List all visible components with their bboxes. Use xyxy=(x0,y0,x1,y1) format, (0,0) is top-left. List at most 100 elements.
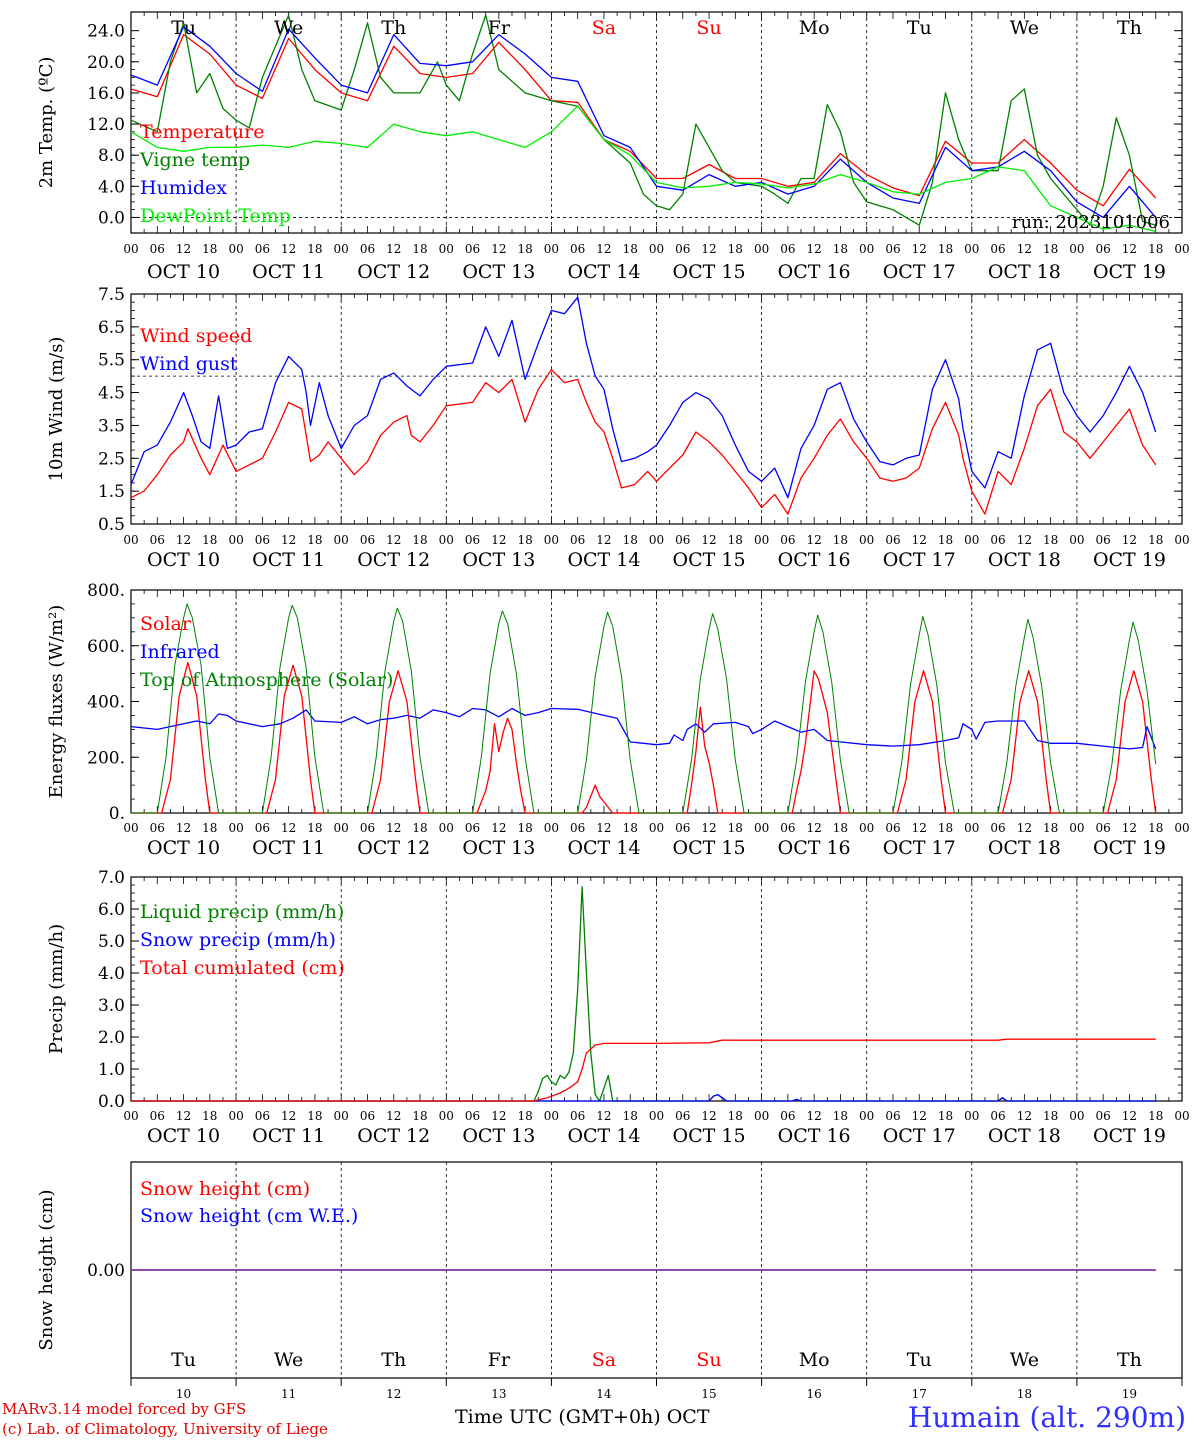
day-number-label: 10 xyxy=(176,1387,191,1401)
wind-y-tick-label: 3.5 xyxy=(98,416,125,436)
flux-hour-label: 00 xyxy=(754,821,769,835)
flux-hour-label: 12 xyxy=(701,821,716,835)
wind-hour-label: 18 xyxy=(202,533,217,547)
wind-y-tick-label: 6.5 xyxy=(98,318,125,338)
precip-legend-entry: Snow precip (mm/h) xyxy=(140,929,336,951)
day-number-label: 14 xyxy=(596,1387,612,1401)
flux-hour-label: 00 xyxy=(964,821,979,835)
wind-date-label: OCT 19 xyxy=(1093,549,1166,571)
wind-hour-label: 12 xyxy=(701,533,716,547)
weekday-label-top: Fr xyxy=(488,17,511,39)
temp-hour-label: 00 xyxy=(123,242,138,256)
flux-hour-label: 12 xyxy=(281,821,296,835)
precip-hour-label: 06 xyxy=(675,1109,690,1123)
temp-date-label: OCT 12 xyxy=(357,261,430,283)
wind-hour-label: 06 xyxy=(885,533,900,547)
precip-hour-label: 00 xyxy=(544,1109,559,1123)
precip-hour-label: 12 xyxy=(491,1109,506,1123)
flux-date-label: OCT 19 xyxy=(1093,837,1166,859)
temp-y-axis-label: 2m Temp. (ºC) xyxy=(36,57,57,189)
temp-hour-label: 18 xyxy=(412,242,427,256)
temp-y-tick-label: 20.0 xyxy=(87,53,125,73)
flux-hour-label: 18 xyxy=(1043,821,1058,835)
weekday-label-top: We xyxy=(274,17,303,39)
flux-date-label: OCT 16 xyxy=(778,837,851,859)
flux-hour-label: 12 xyxy=(176,821,191,835)
wind-hour-label: 00 xyxy=(123,533,138,547)
wind-hour-label: 06 xyxy=(990,533,1005,547)
flux-hour-label: 00 xyxy=(1174,821,1189,835)
temp-hour-label: 00 xyxy=(228,242,243,256)
day-number-label: 17 xyxy=(912,1387,927,1401)
temp-hour-label: 06 xyxy=(780,242,795,256)
temp-hour-label: 12 xyxy=(491,242,506,256)
precip-hour-label: 12 xyxy=(912,1109,927,1123)
precip-hour-label: 06 xyxy=(360,1109,375,1123)
precip-date-label: OCT 18 xyxy=(988,1125,1061,1147)
flux-hour-label: 18 xyxy=(623,821,638,835)
wind-hour-label: 06 xyxy=(255,533,270,547)
wind-hour-label: 00 xyxy=(649,533,664,547)
flux-hour-label: 18 xyxy=(833,821,848,835)
temp-legend-entry: Humidex xyxy=(140,177,227,199)
temp-date-label: OCT 13 xyxy=(462,261,535,283)
temp-hour-label: 06 xyxy=(255,242,270,256)
temp-hour-label: 00 xyxy=(334,242,349,256)
flux-series-line xyxy=(130,707,1157,750)
precip-hour-label: 12 xyxy=(281,1109,296,1123)
day-number-label: 13 xyxy=(491,1387,506,1401)
temp-legend-entry: Temperature xyxy=(140,121,264,143)
precip-hour-label: 18 xyxy=(728,1109,743,1123)
day-number-label: 12 xyxy=(386,1387,401,1401)
temp-y-tick-label: 0.0 xyxy=(98,208,125,228)
temp-hour-label: 00 xyxy=(649,242,664,256)
precip-hour-label: 06 xyxy=(150,1109,165,1123)
flux-hour-label: 18 xyxy=(412,821,427,835)
wind-legend-entry: Wind speed xyxy=(140,325,252,347)
wind-hour-label: 00 xyxy=(1069,533,1084,547)
precip-series-line xyxy=(131,1038,1156,1102)
temp-hour-label: 12 xyxy=(1122,242,1137,256)
model-credit: MARv3.14 model forced by GFS xyxy=(2,1400,247,1418)
day-number-label: 16 xyxy=(807,1387,822,1401)
flux-panel-frame xyxy=(130,589,1183,814)
time-axis-title: Time UTC (GMT+0h) OCT xyxy=(455,1406,710,1428)
precip-hour-label: 18 xyxy=(1043,1109,1058,1123)
temp-date-label: OCT 16 xyxy=(778,261,851,283)
weekday-label-top: Sa xyxy=(592,17,616,39)
precip-hour-label: 00 xyxy=(754,1109,769,1123)
wind-hour-label: 00 xyxy=(964,533,979,547)
temp-hour-label: 06 xyxy=(885,242,900,256)
weekday-label-bottom: Su xyxy=(696,1349,721,1371)
temp-hour-label: 00 xyxy=(1069,242,1084,256)
flux-hour-label: 12 xyxy=(807,821,822,835)
precip-date-label: OCT 15 xyxy=(673,1125,746,1147)
flux-hour-label: 06 xyxy=(570,821,585,835)
precip-y-tick-label: 6.0 xyxy=(98,900,125,920)
precip-hour-label: 00 xyxy=(228,1109,243,1123)
wind-hour-label: 06 xyxy=(1096,533,1111,547)
wind-date-label: OCT 17 xyxy=(883,549,956,571)
precip-hour-label: 06 xyxy=(990,1109,1005,1123)
flux-hour-label: 18 xyxy=(307,821,322,835)
flux-legend-entry: Infrared xyxy=(140,641,220,663)
flux-hour-label: 06 xyxy=(1096,821,1111,835)
snow-y-tick-label: 0.00 xyxy=(87,1261,125,1281)
precip-hour-label: 06 xyxy=(780,1109,795,1123)
temp-hour-label: 00 xyxy=(1174,242,1189,256)
day-number-label: 19 xyxy=(1122,1387,1137,1401)
precip-hour-label: 06 xyxy=(255,1109,270,1123)
precip-date-label: OCT 17 xyxy=(883,1125,956,1147)
temp-hour-label: 06 xyxy=(570,242,585,256)
flux-hour-label: 18 xyxy=(1148,821,1163,835)
precip-hour-label: 12 xyxy=(386,1109,401,1123)
wind-hour-label: 12 xyxy=(807,533,822,547)
flux-date-label: OCT 15 xyxy=(673,837,746,859)
flux-hour-label: 00 xyxy=(228,821,243,835)
precip-date-label: OCT 13 xyxy=(462,1125,535,1147)
flux-hour-label: 12 xyxy=(596,821,611,835)
wind-date-label: OCT 16 xyxy=(778,549,851,571)
wind-hour-label: 06 xyxy=(780,533,795,547)
flux-hour-label: 00 xyxy=(439,821,454,835)
wind-hour-label: 12 xyxy=(1122,533,1137,547)
